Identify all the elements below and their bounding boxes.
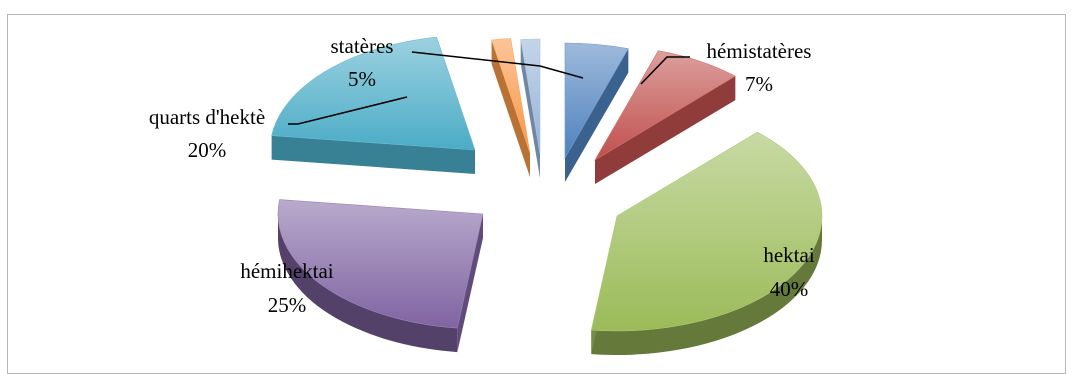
- label-hektai-name: hektai: [763, 243, 814, 267]
- slice-staters: [564, 42, 629, 182]
- label-hektai-pct: 40%: [770, 277, 809, 301]
- slice-minor-lightblue: [520, 38, 541, 178]
- slice-minor-orange: [491, 38, 531, 178]
- label-quarts-pct: 20%: [188, 138, 227, 162]
- slice-hemistateres: [594, 50, 736, 184]
- label-staters-pct: 5%: [348, 67, 376, 91]
- label-staters-name: statères: [331, 34, 394, 58]
- slice-quarts: [271, 36, 476, 175]
- leader-line-staters: [411, 51, 584, 79]
- label-quarts-name: quarts d'hektè: [149, 105, 265, 129]
- slice-hektai: [590, 131, 823, 355]
- label-hemistateres-name: hémistatères: [707, 39, 812, 63]
- label-hemihektai-pct: 25%: [268, 293, 307, 317]
- leader-line-quarts: [288, 96, 408, 125]
- slice-hemihektai: [277, 199, 484, 353]
- label-hemistateres-pct: 7%: [745, 72, 773, 96]
- label-hemihektai-name: hémihektai: [240, 259, 333, 283]
- leader-line-hemistateres: [640, 56, 690, 85]
